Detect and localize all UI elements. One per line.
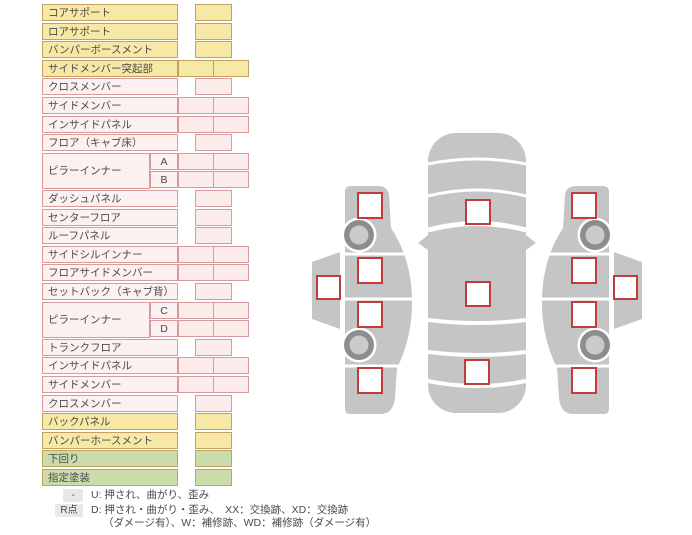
damage-cell[interactable] (213, 171, 249, 188)
part-row-label: サイドメンバー突起部 (42, 60, 178, 77)
damage-marker-left-front-fender[interactable] (357, 192, 383, 219)
part-sub-label: D (150, 320, 178, 337)
part-row-label: フロア（キャブ床） (42, 134, 178, 151)
legend-line-u: - U: 押され、曲がり、歪み (55, 489, 535, 503)
part-row-label: バックパネル (42, 413, 178, 430)
damage-cell[interactable] (213, 246, 249, 263)
damage-cell[interactable] (195, 283, 232, 300)
damage-cell[interactable] (178, 376, 214, 393)
damage-cell[interactable] (195, 41, 232, 58)
legend: - U: 押され、曲がり、歪み R点 D: 押され・曲がり・歪み、 XX：交換跡… (55, 489, 535, 532)
part-sub-label: B (150, 171, 178, 188)
car-top-body (428, 133, 526, 413)
part-sub-label: C (150, 302, 178, 319)
damage-cell[interactable] (213, 264, 249, 281)
legend-text-u: U: 押され、曲がり、歪み (91, 489, 210, 501)
legend-text-rten-line2: （ダメージ有）、W：補修跡、WD：補修跡（ダメージ有） (103, 517, 377, 529)
car-right-side-view (541, 186, 642, 414)
damage-cell[interactable] (213, 376, 249, 393)
legend-text-rten: D: 押され・曲がり・歪み、 XX：交換跡、XD：交換跡 （ダメージ有）、W：補… (91, 504, 376, 531)
damage-cell[interactable] (178, 97, 214, 114)
damage-cell[interactable] (195, 190, 232, 207)
part-row-label: 指定塗装 (42, 469, 178, 486)
damage-cell[interactable] (213, 357, 249, 374)
damage-cell[interactable] (178, 357, 214, 374)
car-diagram (312, 133, 642, 414)
damage-cell[interactable] (213, 153, 249, 170)
part-row-label: フロアサイドメンバー (42, 264, 178, 281)
part-row-label: クロスメンバー (42, 78, 178, 95)
damage-cell[interactable] (178, 264, 214, 281)
damage-cell[interactable] (213, 60, 249, 77)
damage-marker-left-rear-quarter[interactable] (357, 367, 383, 394)
damage-marker-top-rear[interactable] (464, 359, 490, 385)
part-row-label: ダッシュパネル (42, 190, 178, 207)
damage-cell[interactable] (213, 116, 249, 133)
part-row-label: インサイドパネル (42, 116, 178, 133)
legend-text-rten-line1: D: 押され・曲がり・歪み、 XX：交換跡、XD：交換跡 (91, 503, 349, 516)
damage-cell[interactable] (195, 227, 232, 244)
damage-marker-left-front-door[interactable] (357, 257, 383, 284)
damage-cell[interactable] (195, 4, 232, 21)
car-top-view (418, 133, 536, 413)
part-row-label: バンパーホースメント (42, 432, 178, 449)
damage-marker-top-front[interactable] (465, 199, 491, 225)
damage-cell[interactable] (178, 246, 214, 263)
damage-marker-right-sill[interactable] (613, 275, 638, 300)
part-row-label: ピラーインナー (42, 153, 150, 189)
damage-cell[interactable] (195, 23, 232, 40)
damage-marker-right-front-fender[interactable] (571, 192, 597, 219)
part-row-label: 下回り (42, 450, 178, 467)
damage-cell[interactable] (195, 432, 232, 449)
part-sub-label: A (150, 153, 178, 170)
damage-cell[interactable] (213, 97, 249, 114)
part-row-label: サイドシルインナー (42, 246, 178, 263)
damage-cell[interactable] (178, 60, 214, 77)
right-mirror-icon (526, 235, 536, 250)
damage-marker-right-rear-quarter[interactable] (571, 367, 597, 394)
damage-cell[interactable] (178, 116, 214, 133)
damage-cell[interactable] (195, 413, 232, 430)
part-row-label: ロアサポート (42, 23, 178, 40)
damage-marker-left-rear-door[interactable] (357, 301, 383, 328)
part-row-label: インサイドパネル (42, 357, 178, 374)
part-row-label: センターフロア (42, 209, 178, 226)
part-row-label: セットバック（キャブ背） (42, 283, 178, 300)
damage-cell[interactable] (195, 134, 232, 151)
damage-cell[interactable] (178, 302, 214, 319)
damage-marker-right-rear-door[interactable] (571, 301, 597, 328)
damage-marker-right-front-door[interactable] (571, 257, 597, 284)
damage-cell[interactable] (178, 153, 214, 170)
part-row-label: トランクフロア (42, 339, 178, 356)
right-rear-wheel-icon (577, 327, 613, 363)
damage-cell[interactable] (213, 302, 249, 319)
damage-marker-top-center[interactable] (465, 281, 491, 307)
part-row-label: ルーフパネル (42, 227, 178, 244)
right-front-wheel-icon (577, 217, 613, 253)
part-row-label: サイドメンバー (42, 97, 178, 114)
part-row-label: サイドメンバー (42, 376, 178, 393)
damage-cell[interactable] (178, 320, 214, 337)
car-left-side-view (312, 186, 413, 414)
left-rear-wheel-icon (341, 327, 377, 363)
damage-cell[interactable] (178, 171, 214, 188)
damage-cell[interactable] (213, 320, 249, 337)
damage-cell[interactable] (195, 78, 232, 95)
damage-cell[interactable] (195, 395, 232, 412)
damage-cell[interactable] (195, 339, 232, 356)
legend-line-rten: R点 D: 押され・曲がり・歪み、 XX：交換跡、XD：交換跡 （ダメージ有）、… (55, 503, 535, 531)
part-row-label: ピラーインナー (42, 302, 150, 338)
left-front-wheel-icon (341, 217, 377, 253)
damage-marker-left-sill[interactable] (316, 275, 341, 300)
damage-cell[interactable] (195, 450, 232, 467)
damage-cell[interactable] (195, 469, 232, 486)
part-row-label: コアサポート (42, 4, 178, 21)
legend-badge-rten: R点 (55, 503, 83, 517)
damage-cell[interactable] (195, 209, 232, 226)
part-row-label: バンパーボースメント (42, 41, 178, 58)
part-row-label: クロスメンバー (42, 395, 178, 412)
legend-badge-dash: - (63, 489, 83, 502)
left-mirror-icon (418, 235, 428, 250)
